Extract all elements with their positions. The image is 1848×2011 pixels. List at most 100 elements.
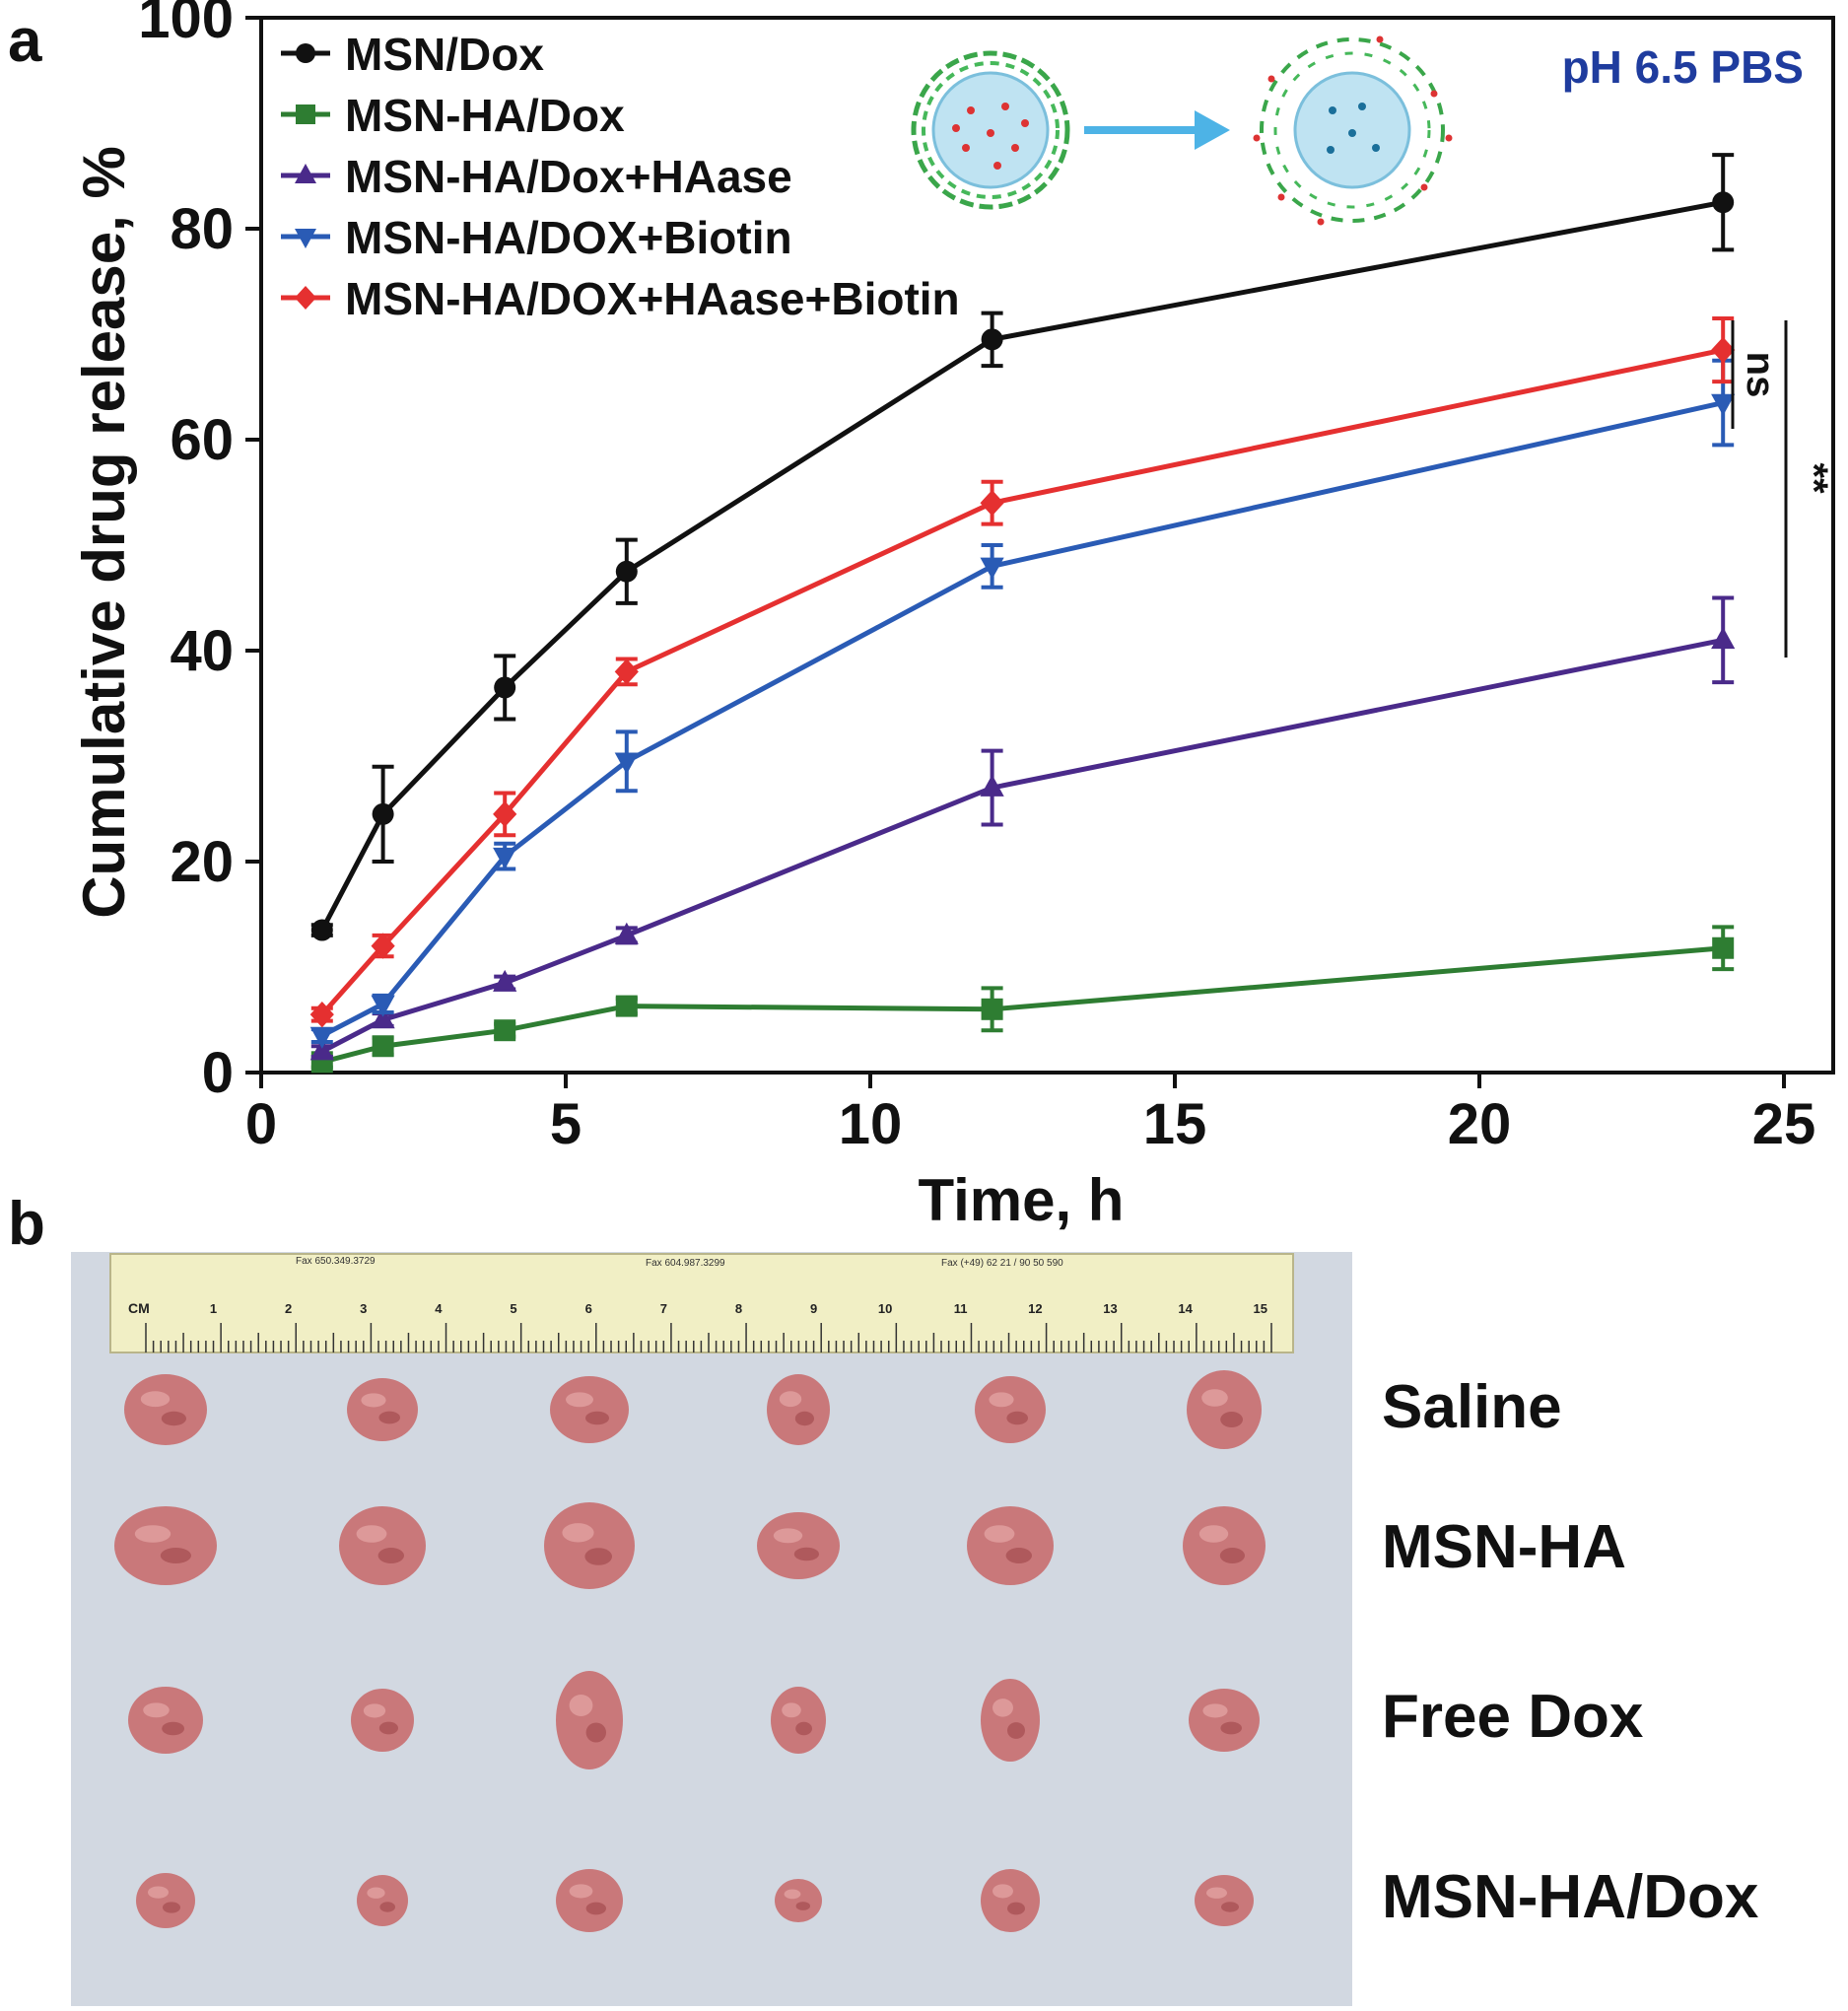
tumor-body — [1183, 1506, 1266, 1585]
significance-double-star: ** — [1784, 320, 1835, 658]
legend-label: MSN-HA/DOX+HAase+Biotin — [345, 273, 960, 324]
tumor-body — [556, 1671, 623, 1769]
data-point — [371, 1006, 395, 1029]
tumor-shadow — [585, 1722, 606, 1743]
data-point — [614, 922, 639, 944]
row-labels: Saline MSN-HA Free Dox MSN-HA/Dox — [1382, 1373, 1759, 1931]
data-point — [980, 557, 1004, 580]
tumor-shadow — [1220, 1412, 1243, 1427]
tumor-highlight — [361, 1393, 386, 1408]
data-point — [1711, 336, 1736, 364]
significance-ns: ns — [1731, 320, 1782, 429]
tumor-shadow — [378, 1721, 398, 1735]
data-point — [981, 998, 1003, 1020]
tumor-shadow — [584, 1548, 612, 1565]
ruler-fax-3: Fax (+49) 62 21 / 90 50 590 — [941, 1258, 1063, 1269]
released-nanoparticle-icon — [1253, 35, 1453, 226]
tumor-body — [556, 1869, 623, 1932]
data-point — [493, 800, 517, 828]
tumor-sample — [544, 1502, 635, 1589]
legend-marker — [295, 229, 316, 248]
significance-double-star-label: ** — [1792, 462, 1835, 494]
tumor-shadow — [162, 1721, 185, 1736]
tumor-highlight — [773, 1528, 803, 1544]
y-tick-label: 80 — [170, 197, 234, 261]
tumor-body — [128, 1687, 203, 1754]
tumor-body — [339, 1506, 426, 1585]
tumor-shadow — [161, 1411, 186, 1426]
tumor-shadow — [378, 1411, 401, 1424]
tumor-sample — [1189, 1689, 1260, 1752]
data-point — [1711, 393, 1736, 416]
y-tick-label: 60 — [170, 408, 234, 472]
data-point — [371, 995, 395, 1017]
tumor-photo: Fax 650.349.3729 Fax 604.987.3299 Fax (+… — [71, 1252, 1352, 2006]
tumor-body — [981, 1869, 1040, 1932]
tray-background — [71, 1252, 1352, 2006]
tumor-shadow — [794, 1411, 815, 1426]
ruler-number: 13 — [1103, 1301, 1117, 1316]
data-point — [371, 933, 395, 959]
ruler-number: 1 — [210, 1301, 217, 1316]
ruler-number: 10 — [878, 1301, 892, 1316]
tumor-highlight — [1201, 1389, 1228, 1407]
tumor-sample — [357, 1875, 408, 1926]
data-point — [494, 676, 516, 699]
legend-entry: MSN/Dox — [281, 29, 544, 80]
tumor-shadow — [1219, 1548, 1245, 1563]
series-msn-ha-dox — [310, 925, 1735, 1074]
legend-marker — [295, 286, 316, 310]
tumor-highlight — [989, 1392, 1014, 1408]
tumor-shadow — [1007, 1722, 1025, 1739]
row-label-msn-ha: MSN-HA — [1382, 1513, 1626, 1581]
series-line — [319, 199, 1724, 932]
tumor-sample — [1195, 1875, 1254, 1926]
ruler-number: 12 — [1028, 1301, 1042, 1316]
ruler-ticks — [145, 1323, 1272, 1352]
tumor-highlight — [134, 1525, 171, 1543]
tumor-sample — [136, 1873, 195, 1928]
ruler-number: 4 — [435, 1301, 443, 1316]
x-axis-ticks: 0 5 10 15 20 25 — [245, 1073, 1815, 1156]
series-line — [320, 637, 1724, 1054]
tumor-body — [1187, 1370, 1262, 1449]
tumor-body — [1189, 1689, 1260, 1752]
data-point — [614, 752, 639, 775]
tumor-highlight — [1206, 1887, 1227, 1899]
x-axis-title: Time, h — [919, 1167, 1125, 1233]
legend: MSN/Dox MSN-HA/Dox MSN-HA/Dox+HAase MSN-HA/… — [281, 29, 960, 324]
tumor-sample — [967, 1506, 1054, 1585]
tumor-body — [347, 1378, 418, 1441]
tumor-sample — [556, 1671, 623, 1769]
panel-b-label: b — [8, 1190, 45, 1258]
data-point — [614, 659, 639, 685]
arrow-icon — [1084, 110, 1230, 150]
significance-ns-label: ns — [1739, 352, 1782, 398]
tumor-highlight — [784, 1889, 801, 1900]
tumor-highlight — [143, 1702, 170, 1718]
tumor-body — [114, 1506, 217, 1585]
legend-label: MSN/Dox — [345, 29, 544, 80]
tumor-body — [1195, 1875, 1254, 1926]
tumor-shadow — [1221, 1902, 1239, 1912]
tumor-highlight — [363, 1703, 386, 1718]
x-tick-label: 5 — [550, 1092, 582, 1156]
legend-entry: MSN-HA/Dox — [281, 90, 625, 141]
ruler-number: 7 — [660, 1301, 667, 1316]
y-axis-ticks: 0 20 40 60 80 100 — [138, 0, 261, 1105]
legend-entry: MSN-HA/Dox+HAase — [281, 151, 792, 202]
tumor-shadow — [585, 1902, 606, 1915]
legend-label: MSN-HA/DOX+Biotin — [345, 212, 792, 263]
ruler-numbers: 1 2 3 4 5 6 7 8 9 10 11 12 13 14 15 — [210, 1301, 1267, 1316]
legend-label: MSN-HA/Dox+HAase — [345, 151, 792, 202]
ruler-number: 6 — [585, 1301, 592, 1316]
tumor-body — [771, 1687, 826, 1754]
data-point — [1712, 936, 1735, 959]
tumor-body — [775, 1879, 822, 1922]
tumor-body — [544, 1502, 635, 1589]
tumor-highlight — [566, 1392, 593, 1408]
tumor-highlight — [992, 1699, 1013, 1717]
panel-a-label: a — [8, 7, 42, 75]
x-tick-label: 25 — [1752, 1092, 1816, 1156]
tumor-sample — [757, 1512, 840, 1579]
